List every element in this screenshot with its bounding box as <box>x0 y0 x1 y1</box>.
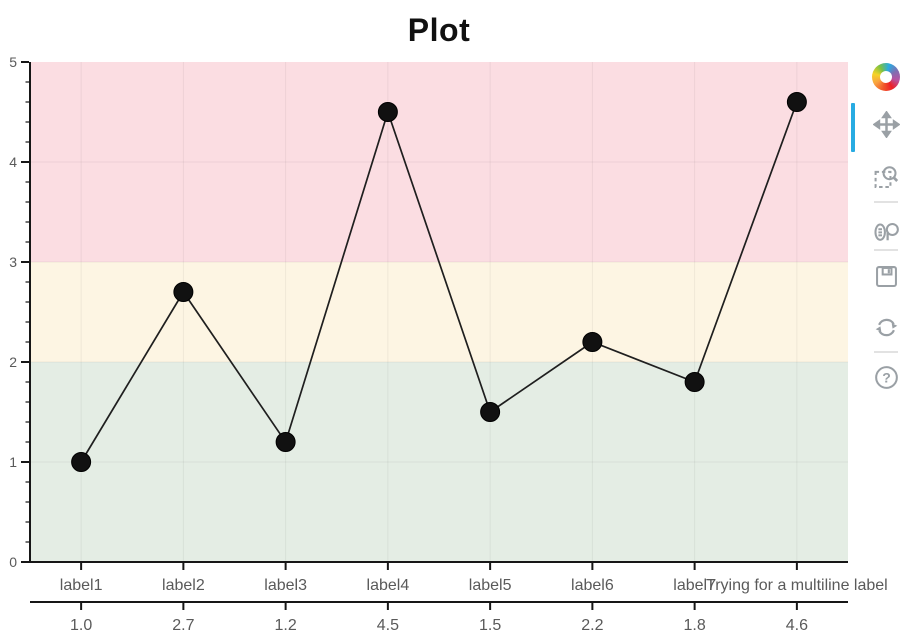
y-tick-label: 5 <box>9 54 17 70</box>
toolbar-separator <box>874 201 898 203</box>
data-point[interactable] <box>684 372 705 392</box>
y-tick-label: 1 <box>9 454 17 470</box>
data-point[interactable] <box>582 332 603 352</box>
bokeh-logo[interactable] <box>872 63 900 91</box>
data-point[interactable] <box>275 432 296 452</box>
toolbar-separator <box>874 249 898 251</box>
plot-title: Plot <box>407 12 471 48</box>
secondary-x-tick-label: 2.7 <box>172 617 194 634</box>
secondary-x-tick-label: 4.5 <box>377 617 399 634</box>
x-category-label: label1 <box>60 577 103 594</box>
y-tick-label: 0 <box>9 554 17 570</box>
pan-tool-button[interactable] <box>868 106 904 142</box>
save-tool-button[interactable] <box>868 258 904 294</box>
x-category-label: label6 <box>571 577 614 594</box>
secondary-x-tick-label: 1.2 <box>275 617 297 634</box>
wheel-zoom-tool-button[interactable] <box>868 213 904 249</box>
band-annotation <box>30 362 848 562</box>
box-zoom-icon <box>874 165 898 188</box>
band-annotation <box>30 262 848 362</box>
wheel-zoom-icon <box>873 222 899 241</box>
x-category-label: label4 <box>367 577 410 594</box>
data-line <box>80 101 798 463</box>
data-point[interactable] <box>377 102 398 122</box>
bokeh-logo-hole <box>880 71 892 83</box>
y-tick-label: 3 <box>9 254 17 270</box>
x-category-label: label3 <box>264 577 307 594</box>
secondary-x-tick-label: 1.5 <box>479 617 501 634</box>
active-tool-indicator <box>851 103 855 152</box>
data-point[interactable] <box>71 452 92 472</box>
svg-text:?: ? <box>882 369 891 385</box>
reset-icon <box>875 318 897 336</box>
save-icon <box>875 265 897 287</box>
x-category-label: Trying for a multiline label <box>706 577 888 594</box>
secondary-x-tick-label: 4.6 <box>786 617 808 634</box>
y-tick-label: 4 <box>9 154 17 170</box>
box-zoom-tool-button[interactable] <box>868 158 904 194</box>
secondary-x-tick-label: 1.0 <box>70 617 92 634</box>
secondary-x-tick-label: 1.8 <box>684 617 706 634</box>
x-category-label: label2 <box>162 577 205 594</box>
band-annotation <box>30 62 848 262</box>
data-point[interactable] <box>173 282 194 302</box>
secondary-x-tick-label: 2.2 <box>581 617 603 634</box>
y-tick-label: 2 <box>9 354 17 370</box>
x-category-label: label5 <box>469 577 512 594</box>
x-category-label: label7 <box>673 577 716 594</box>
data-point[interactable] <box>786 92 807 112</box>
reset-tool-button[interactable] <box>868 309 904 345</box>
help-tool-button[interactable]: ? <box>868 359 904 395</box>
toolbar-separator <box>874 351 898 353</box>
pan-icon <box>872 110 900 138</box>
data-point[interactable] <box>480 402 501 422</box>
help-icon: ? <box>874 365 898 389</box>
